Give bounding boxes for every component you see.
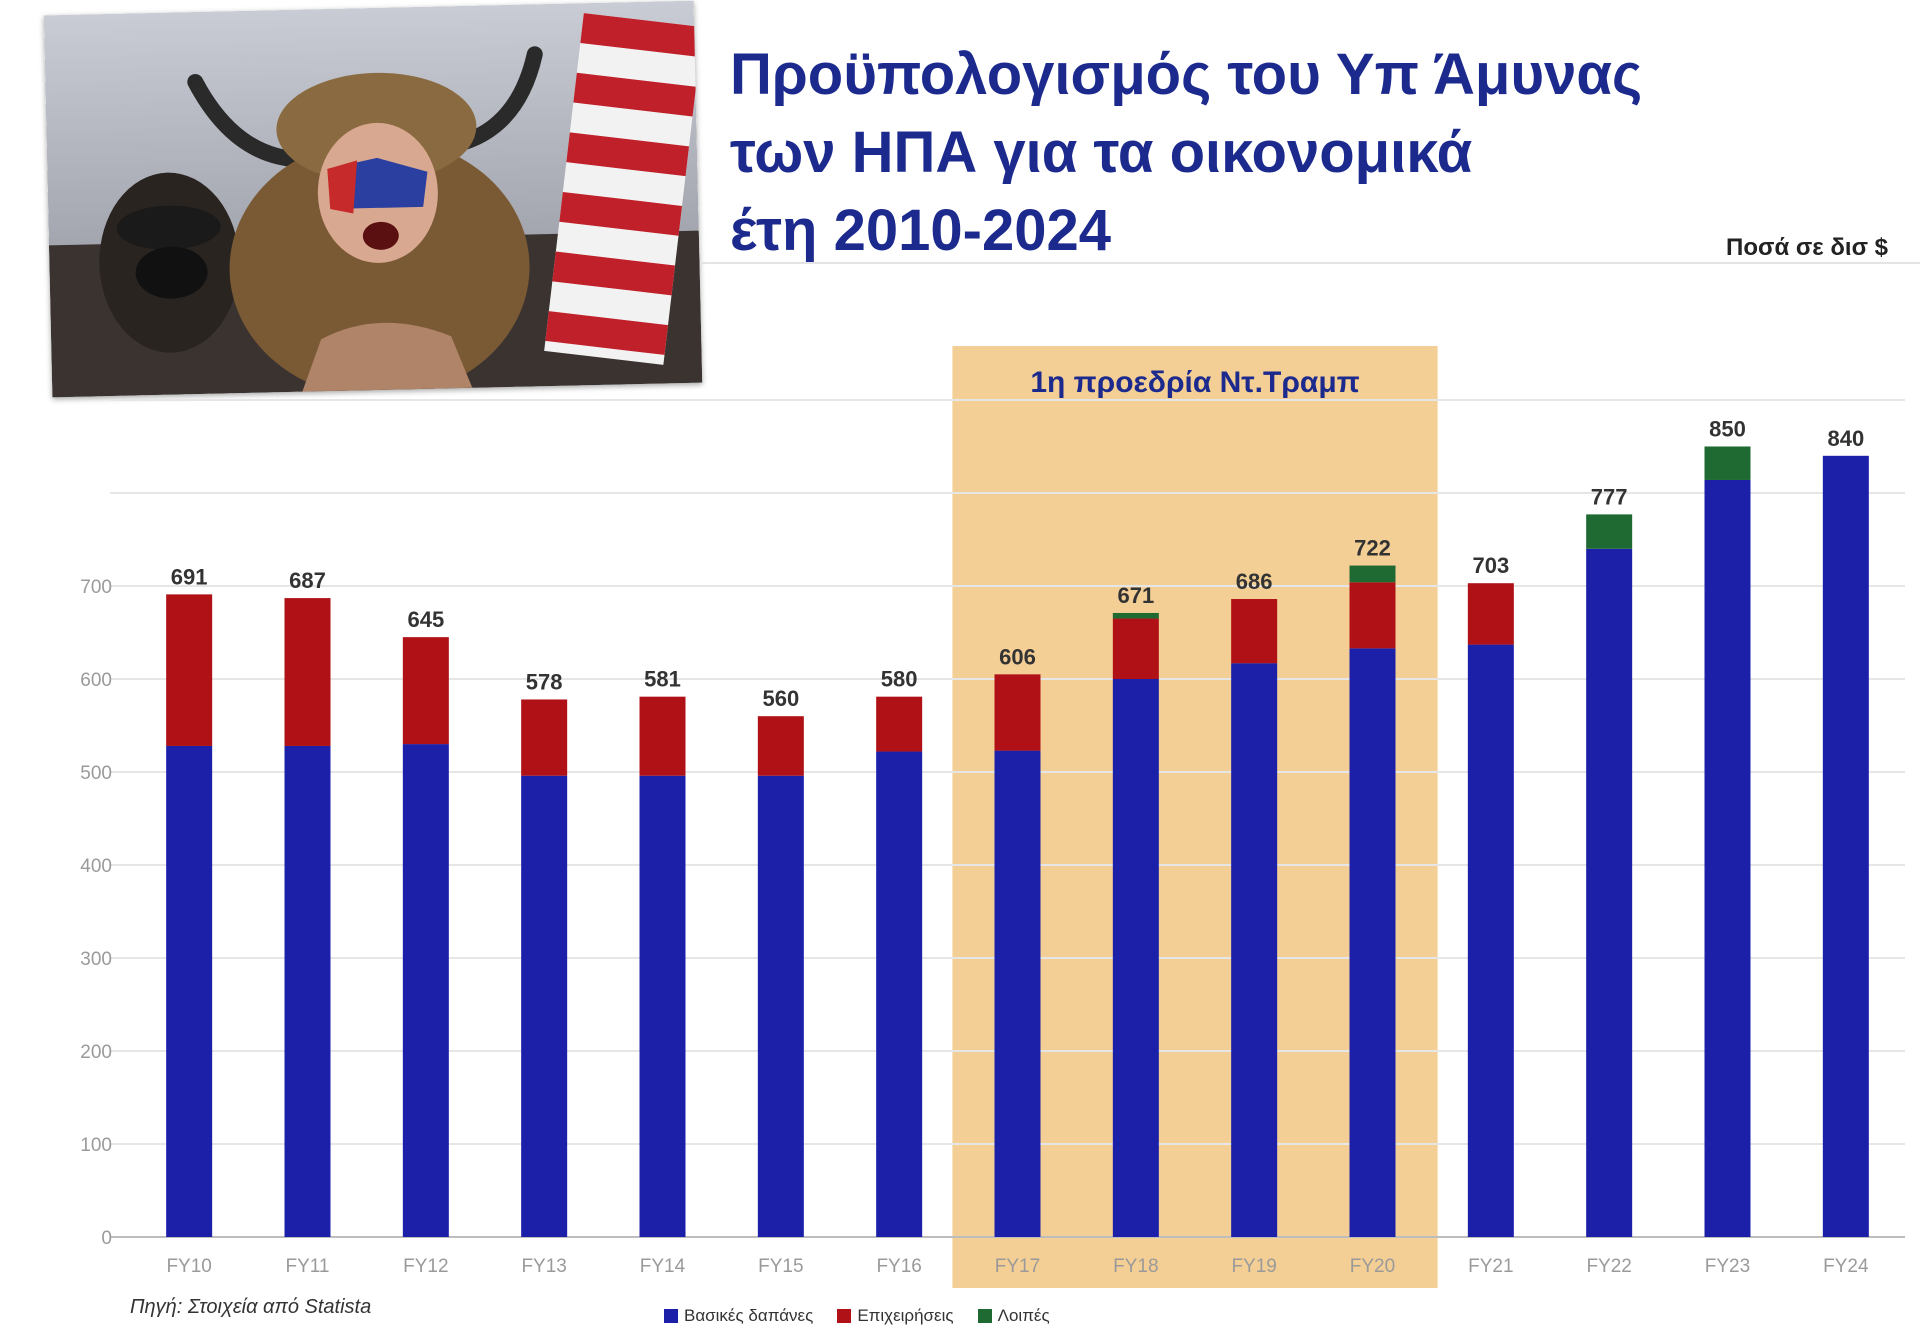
- protester-photo: [43, 0, 703, 398]
- legend-item-other: Λοιπές: [977, 1306, 1050, 1326]
- x-tick-label: FY16: [876, 1256, 921, 1277]
- bar-total-label: 687: [289, 568, 326, 593]
- bar-segment-operations: [521, 699, 568, 776]
- source-note: Πηγή: Στοιχεία από Statista: [130, 1296, 372, 1318]
- x-tick-label: FY21: [1468, 1256, 1513, 1277]
- x-tick-label: FY19: [1231, 1256, 1276, 1277]
- legend-label-other: Λοιπές: [997, 1306, 1050, 1325]
- x-tick-label: FY10: [166, 1256, 211, 1277]
- x-tick-label: FY15: [758, 1256, 803, 1277]
- bar-segment-base: [1231, 663, 1278, 1237]
- bar-total-label: 840: [1827, 426, 1864, 451]
- bar-total-label: 691: [171, 564, 208, 589]
- bar-total-label: 645: [407, 607, 444, 632]
- bar-segment-other: [1704, 446, 1751, 480]
- legend-item-operations: Επιχειρήσεις: [837, 1306, 954, 1326]
- y-tick-label: 500: [80, 763, 112, 784]
- bar-segment-operations: [1349, 582, 1396, 649]
- bar-total-label: 671: [1117, 583, 1154, 608]
- legend-swatch-operations: [837, 1309, 852, 1323]
- title-divider: [700, 262, 1920, 264]
- chart-legend: Βασικές δαπάνες Επιχειρήσεις Λοιπές: [664, 1306, 1050, 1326]
- bar-segment-base: [1112, 679, 1159, 1237]
- x-tick-label: FY11: [285, 1256, 329, 1277]
- x-tick-label: FY13: [521, 1256, 566, 1277]
- bar-segment-base: [284, 745, 331, 1237]
- bar-segment-base: [639, 775, 686, 1237]
- legend-label-operations: Επιχειρήσεις: [857, 1306, 954, 1325]
- bar-segment-base: [1586, 548, 1633, 1237]
- bar-segment-operations: [757, 716, 804, 776]
- legend-label-base: Βασικές δαπάνες: [684, 1306, 814, 1325]
- bar-total-label: 703: [1472, 553, 1509, 578]
- x-tick-label: FY24: [1823, 1256, 1869, 1277]
- x-tick-label: FY23: [1705, 1256, 1750, 1277]
- chart-title-line: των ΗΠΑ για τα οικονομικά: [730, 120, 1473, 185]
- bar-total-label: 606: [999, 644, 1036, 669]
- bar-segment-operations: [166, 594, 213, 746]
- legend-item-base: Βασικές δαπάνες: [664, 1306, 813, 1326]
- bar-segment-other: [1349, 565, 1396, 583]
- y-tick-label: 700: [80, 577, 112, 598]
- highlight-label: 1η προεδρία Ντ.Τραμπ: [1030, 366, 1359, 399]
- x-tick-label: FY22: [1586, 1256, 1631, 1277]
- x-tick-label: FY14: [640, 1256, 686, 1277]
- legend-swatch-base: [664, 1309, 678, 1323]
- y-tick-label: 100: [80, 1135, 112, 1156]
- y-tick-label: 200: [80, 1042, 112, 1063]
- bar-segment-base: [1704, 479, 1751, 1238]
- x-tick-label: FY20: [1350, 1256, 1395, 1277]
- bar-total-label: 850: [1709, 417, 1746, 442]
- unit-label: Ποσά σε δισ $: [1726, 234, 1888, 261]
- bar-segment-operations: [1112, 618, 1159, 679]
- protester-with-us-flag-photo-icon: [43, 0, 703, 398]
- bar-segment-base: [757, 775, 804, 1237]
- bar-segment-base: [166, 745, 213, 1237]
- bar-segment-other: [1112, 612, 1159, 619]
- bar-segment-base: [1349, 648, 1396, 1237]
- bar-segment-operations: [402, 637, 449, 745]
- chart-title-line: έτη 2010-2024: [730, 198, 1111, 263]
- bar-segment-base: [876, 751, 923, 1237]
- bar-segment-base: [1822, 455, 1869, 1237]
- bar-segment-base: [1467, 644, 1514, 1237]
- bar-segment-base: [994, 750, 1041, 1237]
- y-tick-label: 0: [101, 1228, 112, 1249]
- bar-total-label: 580: [881, 667, 918, 692]
- x-tick-label: FY12: [403, 1256, 448, 1277]
- chart-title-line: Προϋπολογισμός του Υπ Άμυνας: [730, 42, 1643, 107]
- y-tick-label: 600: [80, 670, 112, 691]
- bar-total-label: 578: [526, 669, 563, 694]
- bar-segment-base: [402, 744, 449, 1237]
- x-tick-label: FY18: [1113, 1256, 1158, 1277]
- bar-segment-operations: [639, 696, 686, 776]
- bar-segment-operations: [1231, 599, 1278, 664]
- bar-segment-operations: [1467, 583, 1514, 645]
- bar-segment-other: [1586, 514, 1633, 549]
- y-tick-label: 300: [80, 949, 112, 970]
- bar-total-label: 722: [1354, 536, 1391, 561]
- x-tick-label: FY17: [995, 1256, 1040, 1277]
- bar-total-label: 777: [1591, 484, 1628, 509]
- bar-total-label: 686: [1236, 569, 1273, 594]
- legend-swatch-other: [977, 1309, 992, 1323]
- bar-segment-operations: [994, 674, 1041, 751]
- bar-segment-operations: [876, 696, 923, 752]
- bar-segment-operations: [284, 598, 331, 746]
- bar-total-label: 560: [762, 686, 799, 711]
- y-tick-label: 400: [80, 856, 112, 877]
- bar-total-label: 581: [644, 667, 681, 692]
- bar-segment-base: [521, 775, 568, 1237]
- chart-title: Προϋπολογισμός του Υπ Άμυνας των ΗΠΑ για…: [730, 36, 1730, 270]
